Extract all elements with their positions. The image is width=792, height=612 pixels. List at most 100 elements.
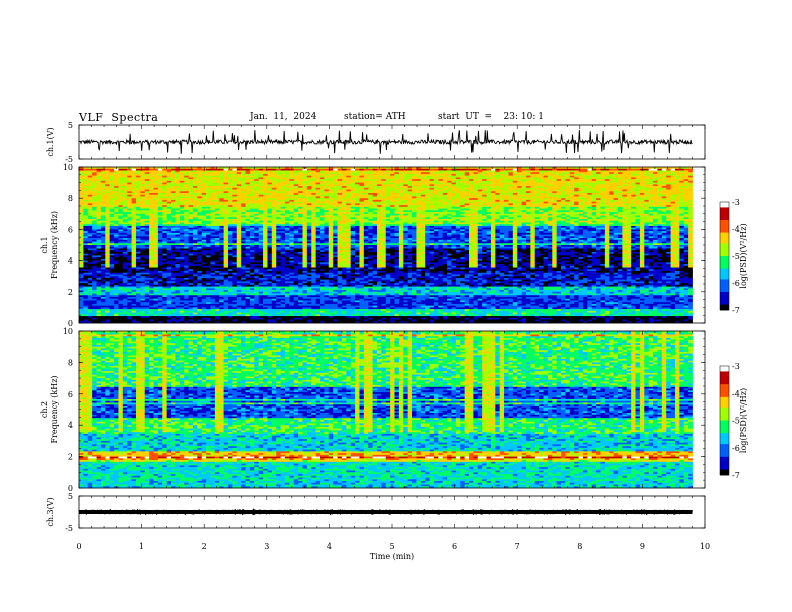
spectrogram-cell [487, 179, 492, 181]
spectrogram-cell [228, 196, 233, 198]
spectrogram-cell [552, 219, 557, 221]
spectrogram-cell [338, 170, 343, 172]
spectrogram-cell [438, 183, 443, 185]
spectrogram-cell [421, 169, 426, 171]
spectrogram-cell [618, 217, 623, 219]
spectrogram-cell [281, 174, 286, 176]
spectrogram-cell [127, 184, 132, 186]
spectrogram-cell [522, 217, 527, 219]
spectrogram-cell [123, 176, 128, 178]
spectrogram-cell [412, 207, 417, 209]
spectrogram-cell [548, 179, 553, 181]
spectrogram-cell [434, 183, 439, 185]
spectrogram-cell [92, 186, 97, 188]
spectrogram-cell [482, 174, 487, 176]
spectrogram-cell [587, 176, 592, 178]
spectrogram-cell [395, 172, 400, 174]
spectrogram-cell [684, 217, 689, 219]
spectrogram-cell [487, 221, 492, 223]
spectrogram-cell [465, 219, 470, 221]
spectrogram-cell [241, 191, 246, 193]
spectrogram-cell [145, 177, 150, 179]
spectrogram-cell [443, 184, 448, 186]
spectrogram-cell [193, 217, 198, 219]
spectrogram-cell [478, 172, 483, 174]
spectrogram-cell [451, 184, 456, 186]
spectrogram-cell [359, 188, 364, 190]
spectrogram-cell [228, 195, 233, 197]
spectrogram-cell [421, 200, 426, 202]
y-tick-label: 5 [68, 121, 73, 130]
spectrogram-cell [276, 190, 281, 192]
spectrogram-cell [289, 217, 294, 219]
spectrogram-cell [487, 190, 492, 192]
spectrogram-cell [469, 207, 474, 209]
spectrogram-cell [351, 177, 356, 179]
spectrogram-cell [92, 169, 97, 171]
spectrogram-cell [359, 198, 364, 200]
spectrogram-cell [206, 176, 211, 178]
spectrogram-cell [552, 205, 557, 207]
spectrogram-cell [118, 209, 123, 211]
spectrogram-cell [513, 179, 518, 181]
spectrogram-cell [684, 186, 689, 188]
spectrogram-cell [118, 190, 123, 192]
spectrogram-cell [97, 188, 102, 190]
spectrogram-cell [359, 203, 364, 205]
spectrogram-cell [355, 207, 360, 209]
spectrogram-cell [281, 172, 286, 174]
spectrogram-cell [224, 203, 229, 205]
spectrogram-cell [438, 174, 443, 176]
spectrogram-cell [92, 193, 97, 195]
spectrogram-cell [210, 190, 215, 192]
spectrogram-cell [386, 190, 391, 192]
spectrogram-cell [592, 222, 597, 224]
spectrogram-cell [618, 209, 623, 211]
spectrogram-cell [167, 177, 172, 179]
spectrogram-cell [657, 207, 662, 209]
spectrogram-cell [482, 170, 487, 172]
spectrogram-cell [478, 183, 483, 185]
spectrogram-cell [355, 169, 360, 171]
spectrogram-cell [136, 176, 141, 178]
spectrogram-cell [574, 191, 579, 193]
spectrogram-cell [180, 221, 185, 223]
spectrogram-cell [171, 203, 176, 205]
spectrogram-cell [491, 176, 496, 178]
spectrogram-cell [684, 214, 689, 216]
spectrogram-cell [364, 176, 369, 178]
spectrogram-cell [127, 188, 132, 190]
spectrogram-cell [583, 193, 588, 195]
spectrogram-cell [105, 203, 110, 205]
spectrogram-cell [105, 195, 110, 197]
spectrogram-cell [302, 184, 307, 186]
spectrogram-cell [666, 222, 671, 224]
spectrogram-cell [316, 200, 321, 202]
spectrogram-cell [342, 188, 347, 190]
spectrogram-cell [259, 226, 264, 228]
spectrogram-cell [500, 226, 505, 228]
spectrogram-cell [487, 207, 492, 209]
spectrogram-cell [403, 205, 408, 207]
spectrogram-cell [596, 183, 601, 185]
spectrogram-cell [671, 216, 676, 218]
spectrogram-cell [263, 176, 268, 178]
spectrogram-cell [469, 214, 474, 216]
spectrogram-cell [149, 224, 154, 226]
spectrogram-cell [114, 210, 119, 212]
spectrogram-cell [294, 176, 299, 178]
spectrogram-cell [627, 202, 632, 204]
spectrogram-cell [622, 222, 627, 224]
spectrogram-cell [526, 190, 531, 192]
spectrogram-cell [241, 176, 246, 178]
spectrogram-cell [215, 169, 220, 171]
spectrogram-cell [197, 169, 202, 171]
spectrogram-cell [403, 214, 408, 216]
spectrogram-cell [592, 169, 597, 171]
spectrogram-cell [495, 181, 500, 183]
spectrogram-cell [565, 200, 570, 202]
spectrogram-cell [583, 184, 588, 186]
spectrogram-cell [386, 222, 391, 224]
spectrogram-cell [127, 207, 132, 209]
spectrogram-cell [596, 212, 601, 214]
